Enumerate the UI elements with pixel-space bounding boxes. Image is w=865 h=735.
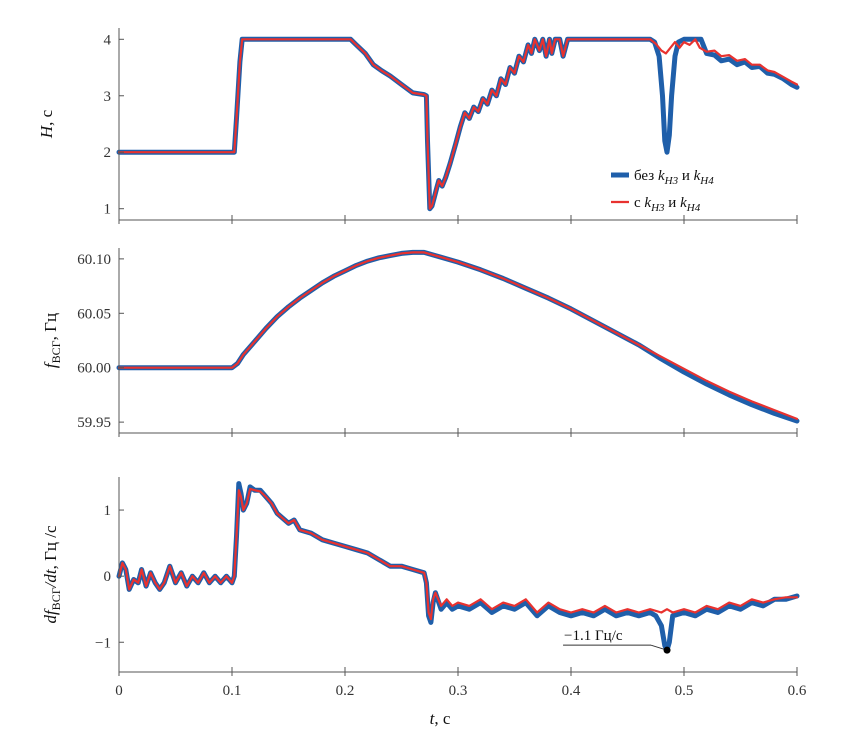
legend: без kН3 и kН4 с kН3 и kН4	[611, 168, 714, 214]
x-tick-label: 0.2	[336, 683, 355, 699]
panel-rocof-y-label: dfВСГ/dt, Гц /с	[41, 525, 63, 624]
y-tick-label: 3	[104, 89, 112, 105]
panel-frequency: 59.95 60.00 60.05 60.10 fВСГ, Гц	[41, 248, 800, 437]
series-line-2	[117, 38, 799, 210]
y-label-main: H	[37, 124, 56, 139]
panel-rocof: −1 0 1 0 0.1 0.2 0.3 0.4 0.5 0.6 dfВСГ/dt, Гц /с…	[41, 477, 807, 728]
y-tick-label: 60.10	[77, 252, 111, 268]
y-tick-label: 2	[104, 145, 112, 161]
x-axis-label: t, с	[430, 709, 451, 728]
annotation-min-rocof: −1.1 Гц/с	[563, 628, 671, 654]
x-tick-label: 0.5	[675, 683, 694, 699]
series-line-2	[117, 251, 799, 420]
annotation-text: −1.1 Гц/с	[564, 628, 623, 644]
y-tick-label: 59.95	[77, 415, 111, 431]
legend-label-series-1: без kН3 и kН4	[634, 168, 714, 187]
y-tick-label: 1	[104, 503, 112, 519]
legend-label-series-2: с kН3 и kН4	[634, 195, 701, 214]
panel-inertia: 1 2 3 4 H, с без kН3 и kН4 с kН3 и kН4	[37, 28, 800, 224]
x-tick-label: 0.1	[223, 683, 242, 699]
series-line-1	[116, 481, 800, 653]
annotation-marker	[663, 646, 671, 654]
y-tick-label: −1	[95, 635, 111, 651]
series-line-2	[117, 487, 799, 621]
y-tick-label: 60.00	[77, 361, 111, 377]
y-tick-label: 0	[104, 569, 112, 585]
y-tick-label: 60.05	[77, 306, 111, 322]
y-label-unit: , с	[37, 109, 56, 126]
x-tick-label: 0.3	[449, 683, 468, 699]
x-tick-label: 0.6	[788, 683, 807, 699]
x-tick-label: 0.4	[562, 683, 581, 699]
panel-inertia-y-label: H, с	[37, 109, 56, 139]
panel-frequency-y-label: fВСГ, Гц	[41, 313, 63, 368]
y-tick-label: 4	[104, 32, 112, 48]
x-tick-label: 0	[115, 683, 123, 699]
y-tick-label: 1	[104, 202, 112, 218]
series-line-1	[116, 249, 800, 424]
